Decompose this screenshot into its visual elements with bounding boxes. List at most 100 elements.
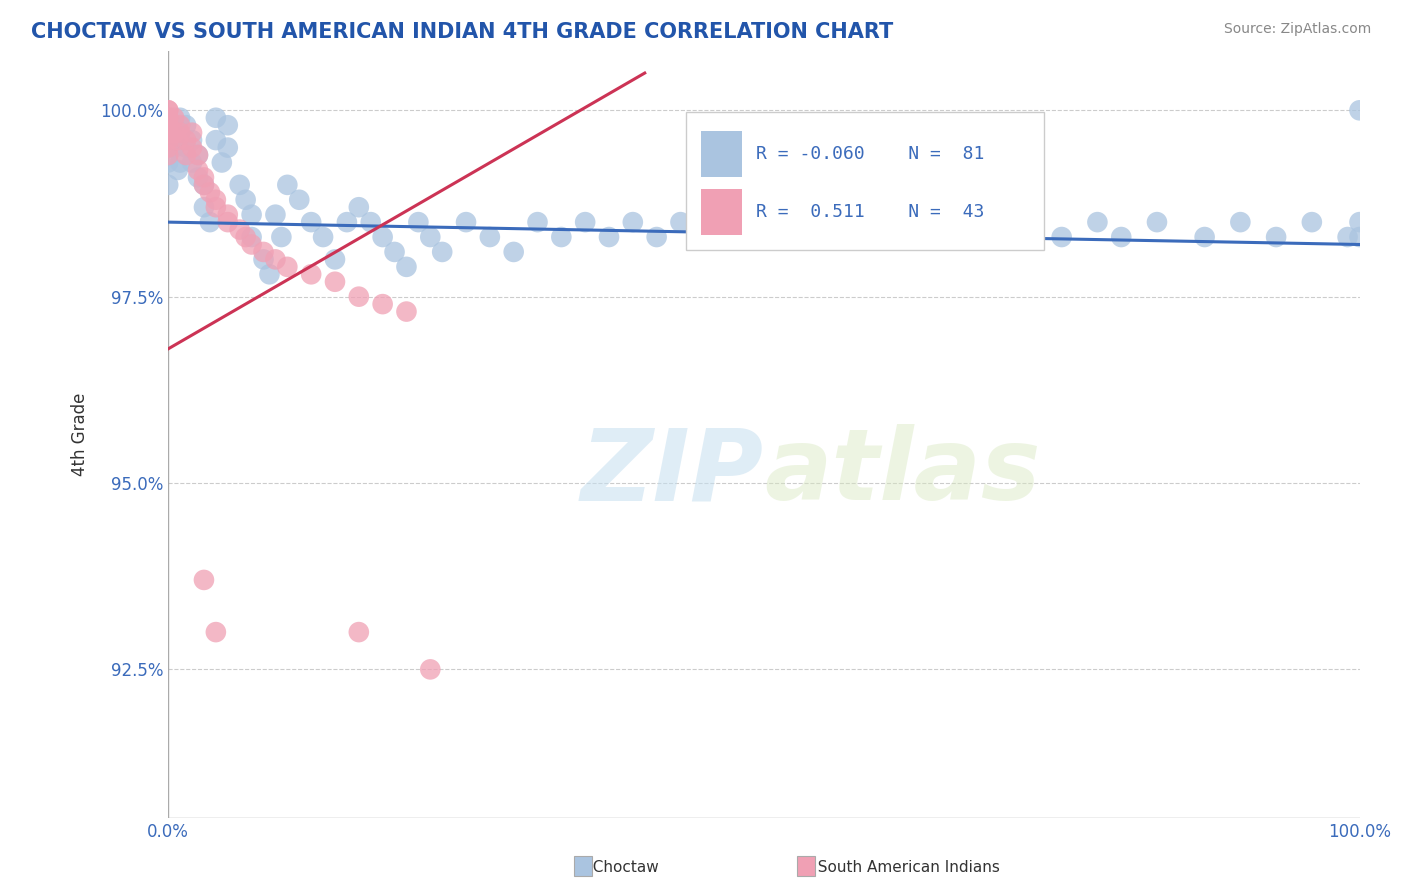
Point (967, 215, 990, 229)
Point (157, 126, 180, 140)
Point (166, 163, 188, 178)
Point (478, 230, 501, 244)
Point (157, 111, 180, 125)
Point (240, 237, 263, 252)
Point (174, 148, 197, 162)
Point (193, 178, 215, 192)
Point (1109, 230, 1132, 244)
Text: R = -0.060    N =  81: R = -0.060 N = 81 (755, 145, 984, 163)
Point (347, 625, 370, 640)
Point (174, 140, 197, 154)
Point (193, 170, 215, 185)
Point (157, 111, 180, 125)
Point (395, 260, 418, 274)
Point (235, 230, 257, 244)
Point (169, 118, 191, 132)
Point (157, 178, 180, 192)
Point (157, 140, 180, 154)
Point (166, 133, 188, 147)
Point (347, 200, 370, 214)
Point (169, 126, 191, 140)
Point (299, 215, 322, 229)
Point (288, 193, 311, 207)
Point (360, 215, 382, 229)
Point (1146, 215, 1168, 229)
Point (217, 215, 239, 229)
Point (181, 140, 204, 154)
Point (347, 290, 370, 304)
Point (621, 215, 644, 229)
Point (193, 573, 215, 587)
Point (193, 178, 215, 192)
Point (187, 163, 209, 178)
Text: R =  0.511    N =  43: R = 0.511 N = 43 (755, 202, 984, 221)
Point (181, 126, 204, 140)
Point (174, 118, 197, 132)
Point (240, 230, 263, 244)
Point (205, 200, 228, 214)
Point (163, 126, 186, 140)
Point (1301, 215, 1323, 229)
Point (169, 155, 191, 169)
Point (217, 140, 239, 154)
Point (384, 244, 406, 259)
Point (574, 215, 596, 229)
Point (157, 103, 180, 118)
Point (252, 252, 274, 267)
Text: Source: ZipAtlas.com: Source: ZipAtlas.com (1223, 22, 1371, 37)
Point (205, 133, 228, 147)
Point (1348, 215, 1371, 229)
Point (240, 208, 263, 222)
Point (181, 133, 204, 147)
Point (1336, 230, 1358, 244)
Point (502, 244, 524, 259)
Point (645, 230, 668, 244)
Point (1265, 230, 1288, 244)
Point (163, 118, 186, 132)
Point (550, 230, 572, 244)
Point (187, 148, 209, 162)
Text: South American Indians: South American Indians (808, 860, 1000, 874)
Point (1348, 230, 1371, 244)
Point (1050, 230, 1073, 244)
Point (270, 230, 292, 244)
Point (157, 155, 180, 169)
Point (323, 275, 346, 289)
Point (205, 625, 228, 640)
Point (205, 111, 228, 125)
Point (991, 230, 1014, 244)
Point (205, 193, 228, 207)
Point (848, 215, 870, 229)
Point (157, 118, 180, 132)
Point (187, 170, 209, 185)
Point (336, 215, 359, 229)
Point (419, 230, 441, 244)
Point (193, 200, 215, 214)
Point (669, 215, 692, 229)
Point (395, 304, 418, 318)
Bar (700, 131, 742, 178)
Point (217, 118, 239, 132)
Point (312, 230, 335, 244)
Y-axis label: 4th Grade: 4th Grade (72, 392, 89, 476)
Point (1087, 215, 1109, 229)
Point (163, 111, 186, 125)
Point (187, 148, 209, 162)
Text: ZIP: ZIP (581, 425, 763, 522)
Text: Choctaw: Choctaw (583, 860, 659, 874)
Point (371, 297, 394, 311)
Point (931, 230, 953, 244)
Point (174, 133, 197, 147)
Point (198, 186, 221, 200)
Point (704, 230, 727, 244)
Point (157, 103, 180, 118)
Text: atlas: atlas (763, 425, 1040, 522)
Point (211, 155, 233, 169)
Point (157, 118, 180, 132)
Point (276, 260, 298, 274)
Point (299, 268, 322, 282)
Point (1348, 103, 1371, 118)
Point (235, 193, 257, 207)
Point (408, 215, 430, 229)
Point (276, 178, 298, 192)
